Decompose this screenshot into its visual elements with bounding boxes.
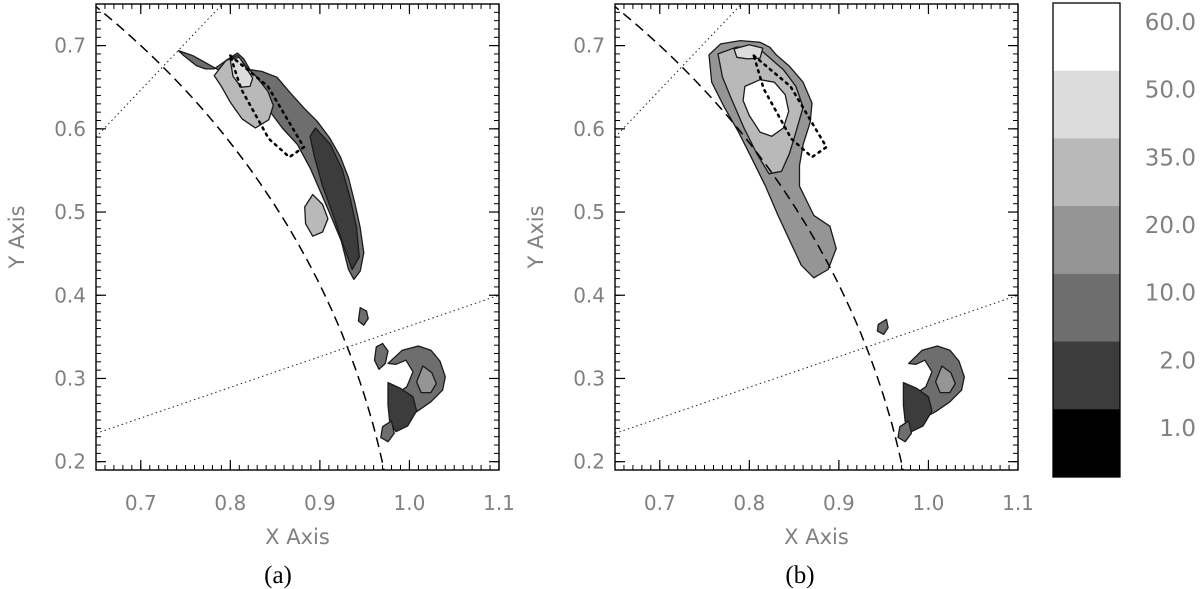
y-tick-label: 0.3 [573,366,605,390]
x-tick-label: 1.1 [1002,491,1034,515]
x-tick-label: 0.7 [644,491,676,515]
panel-b: 0.7 0.8 0.9 1.0 1.1 0.2 0.3 0.4 0.5 0.6 0.7 X Axis Y… [524,3,1034,589]
colorbar-level-label: 2.0 [1159,348,1196,374]
contour-region-4 [876,318,889,336]
y-tick-label: 0.5 [573,200,605,224]
colorbar: 60.0 50.0 35.0 20.0 10.0 2.0 1.0 [1052,2,1196,478]
plot-frame [95,3,500,471]
colorbar-swatch [1053,70,1120,139]
y-tick-label: 0.7 [573,34,605,58]
contour-region-6 [373,342,389,370]
contour-region-8 [897,420,913,443]
colorbar-swatch [1053,273,1120,343]
plot-area [96,4,499,470]
x-axis-title: X Axis [265,525,330,549]
colorbar-swatch [1053,409,1120,478]
y-tick-label: 0.3 [54,366,86,390]
panel-caption: (b) [785,562,814,589]
x-axis-title: X Axis [784,525,849,549]
contour-region-10 [380,420,395,443]
contour-region-5 [357,307,369,326]
panel-a: 0.7 0.8 0.9 1.0 1.1 0.2 0.3 0.4 0.5 0.6 0.7 X Axis Y… [5,3,515,589]
colorbar-swatch [1053,3,1120,72]
colorbar-level-label: 60.0 [1145,10,1196,36]
x-tick-label: 0.8 [733,491,765,515]
x-tick-label: 1.0 [913,491,945,515]
plot-area [615,4,1018,470]
dotted-guide-line-0 [96,4,224,138]
contour-region-3 [229,56,254,88]
y-tick-label: 0.2 [573,450,605,474]
dotted-guide-line-0 [615,4,743,138]
contour-region-2 [742,79,790,137]
colorbar-swatch [1053,341,1120,410]
y-axis-title: Y Axis [5,205,29,269]
y-tick-label: 0.2 [54,450,86,474]
x-tick-label: 0.9 [304,491,336,515]
x-tick-label: 0.9 [823,491,855,515]
colorbar-swatch [1053,138,1120,207]
y-tick-label: 0.5 [54,200,86,224]
x-tick-label: 0.8 [214,491,246,515]
contour-region-8 [387,381,418,433]
y-tick-label: 0.4 [54,283,86,307]
y-tick-label: 0.4 [573,283,605,307]
colorbar-level-label: 35.0 [1145,145,1196,171]
y-tick-label: 0.6 [573,117,605,141]
contour-region-9 [415,365,437,394]
limb-dashed-arc [96,5,385,470]
x-tick-label: 1.1 [483,491,515,515]
y-axis-title: Y Axis [524,205,548,269]
colorbar-frame [1052,2,1121,478]
contour-region-6 [902,381,933,433]
panel-caption: (a) [264,562,292,589]
dotted-region-box-0 [227,51,306,159]
y-tick-label: 0.6 [54,117,86,141]
colorbar-level-label: 1.0 [1159,416,1196,442]
colorbar-level-label: 10.0 [1145,281,1196,307]
limb-dashed-arc [615,5,904,470]
colorbar-level-label: 20.0 [1145,213,1196,239]
x-tick-label: 0.7 [125,491,157,515]
dotted-region-box-0 [751,51,829,159]
colorbar-level-label: 50.0 [1145,78,1196,104]
contour-region-7 [934,365,956,394]
contour-region-3 [733,44,764,60]
minor-ticks [96,4,499,470]
contour-region-1 [309,127,360,271]
contour-region-4 [304,193,329,237]
colorbar-swatch [1053,206,1120,275]
y-tick-label: 0.7 [54,34,86,58]
x-tick-label: 1.0 [394,491,426,515]
